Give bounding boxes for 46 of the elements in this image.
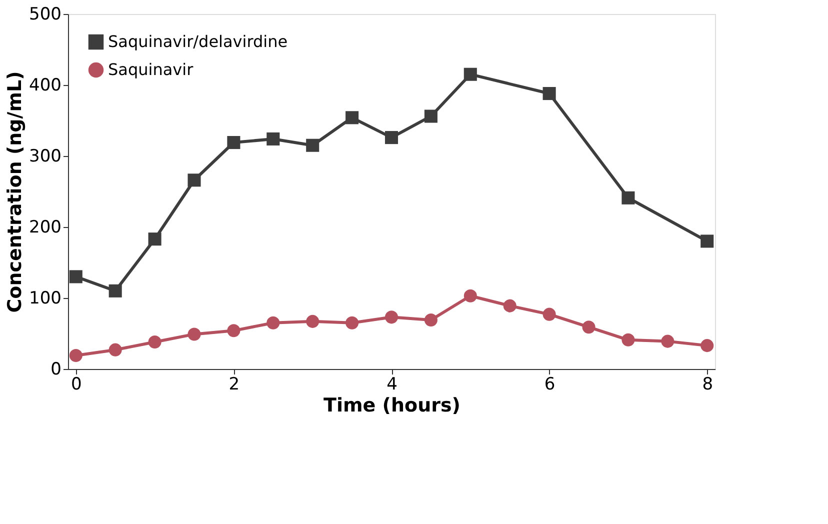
point xyxy=(69,270,82,284)
point xyxy=(148,336,162,349)
point xyxy=(542,87,556,100)
point xyxy=(700,339,714,352)
point xyxy=(700,234,714,248)
point xyxy=(148,232,162,246)
point xyxy=(622,333,635,346)
point xyxy=(661,334,674,348)
y-tick-label: 100 xyxy=(29,288,62,308)
point xyxy=(188,328,201,341)
point xyxy=(266,316,280,330)
y-tick-label: 300 xyxy=(29,146,62,166)
point xyxy=(266,132,280,146)
point xyxy=(622,191,635,204)
y-tick-label: 500 xyxy=(29,4,62,24)
x-axis-title: Time (hours) xyxy=(324,394,460,416)
point xyxy=(108,343,122,356)
x-tick-label: 2 xyxy=(228,374,240,394)
point xyxy=(346,111,359,124)
y-tick-label: 0 xyxy=(50,360,62,380)
point xyxy=(306,314,320,328)
point xyxy=(503,299,516,312)
point xyxy=(424,314,438,327)
x-tick-label: 6 xyxy=(544,374,556,394)
point xyxy=(384,131,398,144)
point xyxy=(69,349,82,362)
y-tick-label: 200 xyxy=(29,218,62,238)
point xyxy=(188,174,201,187)
legend-label: Saquinavir/delavirdine xyxy=(108,32,288,51)
point xyxy=(424,110,438,123)
point xyxy=(346,316,359,330)
x-tick-label: 0 xyxy=(70,374,82,394)
point xyxy=(306,138,320,152)
point xyxy=(108,284,122,298)
point xyxy=(542,308,556,321)
x-tick-label: 8 xyxy=(702,374,714,394)
point xyxy=(227,324,240,338)
point xyxy=(464,289,477,302)
legend-label: Saquinavir xyxy=(108,60,194,79)
point xyxy=(384,310,398,324)
y-axis-title: Concentration (ng/mL) xyxy=(4,71,26,313)
point xyxy=(464,68,477,81)
y-tick-label: 400 xyxy=(29,76,62,96)
x-tick-label: 4 xyxy=(386,374,398,394)
point xyxy=(582,320,596,334)
point xyxy=(227,136,240,150)
